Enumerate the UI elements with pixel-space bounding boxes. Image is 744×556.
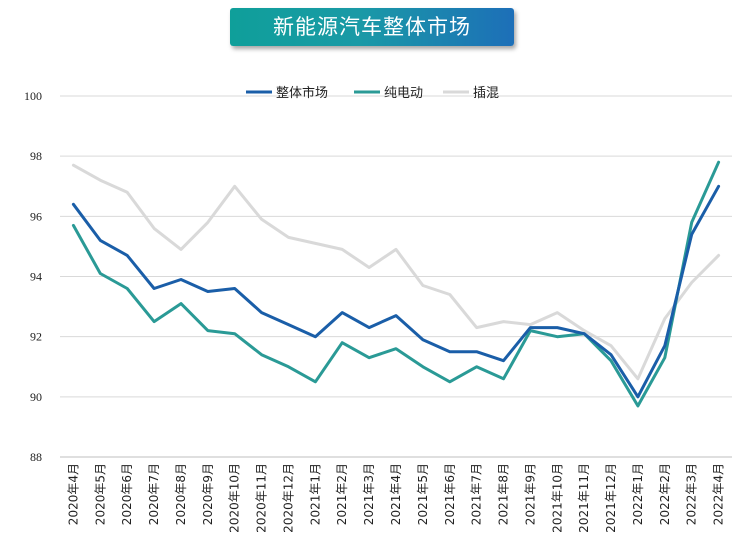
x-tick-label: 2021年2月 (335, 463, 349, 525)
y-tick-label: 96 (30, 209, 42, 223)
x-tick-label: 2021年3月 (362, 463, 376, 525)
y-tick-label: 90 (30, 390, 42, 404)
x-tick-label: 2021年10月 (550, 463, 564, 533)
chart-title: 新能源汽车整体市场 (230, 8, 514, 46)
series-line-1 (71, 160, 721, 408)
x-tick-label: 2022年1月 (631, 463, 645, 525)
series-line-2 (71, 163, 721, 381)
x-tick-label: 2020年11月 (255, 463, 269, 533)
x-tick-label: 2021年1月 (308, 463, 322, 525)
y-tick-label: 94 (30, 270, 42, 284)
x-tick-label: 2020年5月 (93, 463, 107, 525)
x-tick-label: 2020年6月 (120, 463, 134, 525)
x-tick-label: 2021年6月 (443, 463, 457, 525)
y-tick-label: 88 (30, 450, 42, 464)
x-tick-label: 2021年11月 (577, 463, 591, 533)
x-tick-label: 2020年8月 (174, 463, 188, 525)
y-axis-ticks: 88 90 92 94 96 98 100 (24, 89, 42, 464)
x-tick-label: 2020年9月 (201, 463, 215, 525)
y-tick-label: 100 (24, 89, 42, 103)
series-line-0 (71, 184, 721, 399)
x-tick-label: 2020年12月 (281, 463, 295, 533)
x-tick-label: 2021年4月 (389, 463, 403, 525)
x-tick-label: 2020年4月 (66, 463, 80, 525)
y-tick-label: 98 (30, 149, 42, 163)
x-tick-label: 2021年7月 (470, 463, 484, 525)
x-tick-label: 2021年8月 (497, 463, 511, 525)
x-axis-ticks: 2020年4月 2020年5月 2020年6月 2020年7月 2020年8月 2020年… (66, 463, 725, 533)
x-tick-label: 2022年4月 (712, 463, 726, 525)
x-tick-label: 2020年10月 (228, 463, 242, 533)
x-tick-label: 2020年7月 (147, 463, 161, 525)
grid-lines (60, 95, 732, 458)
legend-label: 插混 (473, 86, 499, 101)
legend-label: 纯电动 (384, 86, 423, 101)
series-lines (71, 160, 721, 408)
y-tick-label: 92 (30, 330, 42, 344)
legend: 整体市场 纯电动 插混 (246, 85, 499, 101)
x-tick-label: 2022年2月 (658, 463, 672, 525)
x-tick-label: 2021年12月 (604, 463, 618, 533)
legend-label: 整体市场 (276, 85, 328, 101)
x-tick-label: 2021年9月 (523, 463, 537, 525)
x-tick-label: 2021年5月 (416, 463, 430, 525)
x-tick-label: 2022年3月 (685, 463, 699, 525)
